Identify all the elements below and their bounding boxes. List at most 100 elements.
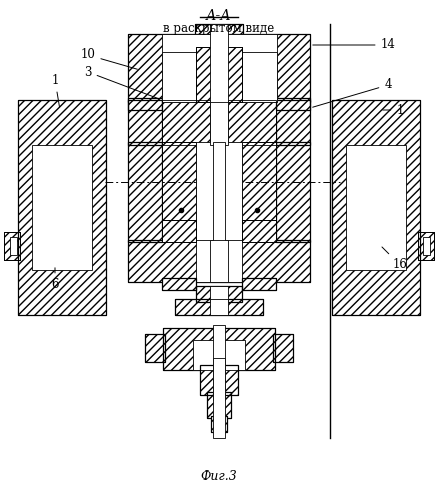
Bar	[32, 145, 92, 270]
Bar	[200, 365, 238, 395]
Bar	[242, 142, 276, 220]
Bar	[210, 100, 228, 145]
Bar	[162, 52, 200, 102]
Bar	[162, 100, 210, 145]
Bar	[4, 232, 20, 260]
Bar	[276, 100, 310, 145]
Bar	[128, 100, 162, 145]
Bar	[128, 98, 162, 110]
Bar	[193, 340, 245, 370]
Bar	[228, 100, 276, 145]
Bar	[196, 47, 242, 102]
Text: А-А: А-А	[206, 9, 232, 23]
Text: 1: 1	[383, 104, 404, 117]
Text: 14: 14	[313, 38, 396, 52]
Bar	[276, 100, 310, 145]
Bar	[162, 142, 196, 220]
Bar	[276, 142, 310, 242]
Bar	[207, 392, 231, 418]
Bar	[346, 145, 406, 270]
Bar	[228, 100, 276, 145]
Bar	[196, 286, 242, 302]
Bar	[4, 232, 20, 260]
Bar	[213, 142, 225, 242]
Bar	[242, 220, 276, 242]
Bar	[162, 278, 196, 290]
Bar	[210, 286, 228, 302]
Bar	[162, 278, 196, 290]
Bar	[276, 98, 310, 110]
Bar	[196, 286, 242, 302]
Bar	[4, 232, 20, 260]
Text: Фиг.3: Фиг.3	[201, 470, 237, 483]
Bar	[18, 100, 106, 315]
Bar	[207, 392, 231, 418]
Text: в раскрытом виде: в раскрытом виде	[163, 22, 275, 35]
Bar	[213, 358, 225, 438]
Bar	[276, 98, 310, 110]
Bar	[276, 100, 310, 145]
Bar	[210, 299, 228, 315]
Bar	[162, 278, 196, 290]
Text: 10: 10	[81, 48, 138, 69]
Bar	[128, 142, 162, 242]
Bar	[242, 220, 276, 242]
Bar	[163, 328, 275, 370]
Text: 16: 16	[382, 247, 407, 272]
Bar	[162, 142, 196, 220]
Bar	[238, 52, 277, 102]
Bar	[162, 220, 196, 242]
Bar	[200, 365, 238, 395]
Bar	[273, 334, 293, 362]
Bar	[242, 278, 276, 290]
Bar	[128, 240, 310, 282]
Bar	[18, 100, 106, 315]
Bar	[128, 100, 162, 145]
Bar	[162, 34, 277, 102]
Bar	[210, 24, 228, 102]
Bar	[242, 278, 276, 290]
Bar	[196, 47, 242, 102]
Bar	[196, 142, 242, 242]
Bar	[128, 34, 310, 102]
Bar	[207, 392, 231, 418]
Bar	[128, 34, 310, 102]
Bar	[196, 240, 242, 282]
Bar	[276, 142, 310, 242]
Bar	[10, 237, 17, 255]
Bar	[175, 299, 263, 315]
Bar	[196, 47, 242, 102]
Bar	[418, 232, 434, 260]
Text: 3: 3	[84, 66, 159, 99]
Bar	[162, 100, 210, 145]
Bar	[423, 237, 430, 255]
Bar	[211, 416, 227, 432]
Bar	[163, 328, 275, 370]
Bar	[162, 100, 210, 145]
Bar	[273, 334, 293, 362]
Bar	[195, 24, 243, 40]
Bar	[145, 334, 165, 362]
Text: 6: 6	[51, 268, 59, 291]
Bar	[128, 142, 162, 242]
Bar	[200, 365, 238, 395]
Bar	[228, 100, 276, 145]
Bar	[418, 232, 434, 260]
Bar	[213, 325, 225, 400]
Bar	[128, 100, 162, 145]
Bar	[18, 100, 106, 315]
Bar	[211, 416, 227, 432]
Bar	[128, 240, 310, 282]
Bar	[242, 220, 276, 242]
Bar	[145, 334, 165, 362]
Text: 4: 4	[313, 78, 392, 107]
Bar	[175, 299, 263, 315]
Bar	[128, 142, 162, 242]
Bar	[332, 100, 420, 315]
Bar	[163, 328, 275, 370]
Bar	[418, 232, 434, 260]
Bar	[162, 220, 196, 242]
Bar	[332, 100, 420, 315]
Bar	[162, 220, 196, 242]
Text: 1: 1	[51, 74, 60, 108]
